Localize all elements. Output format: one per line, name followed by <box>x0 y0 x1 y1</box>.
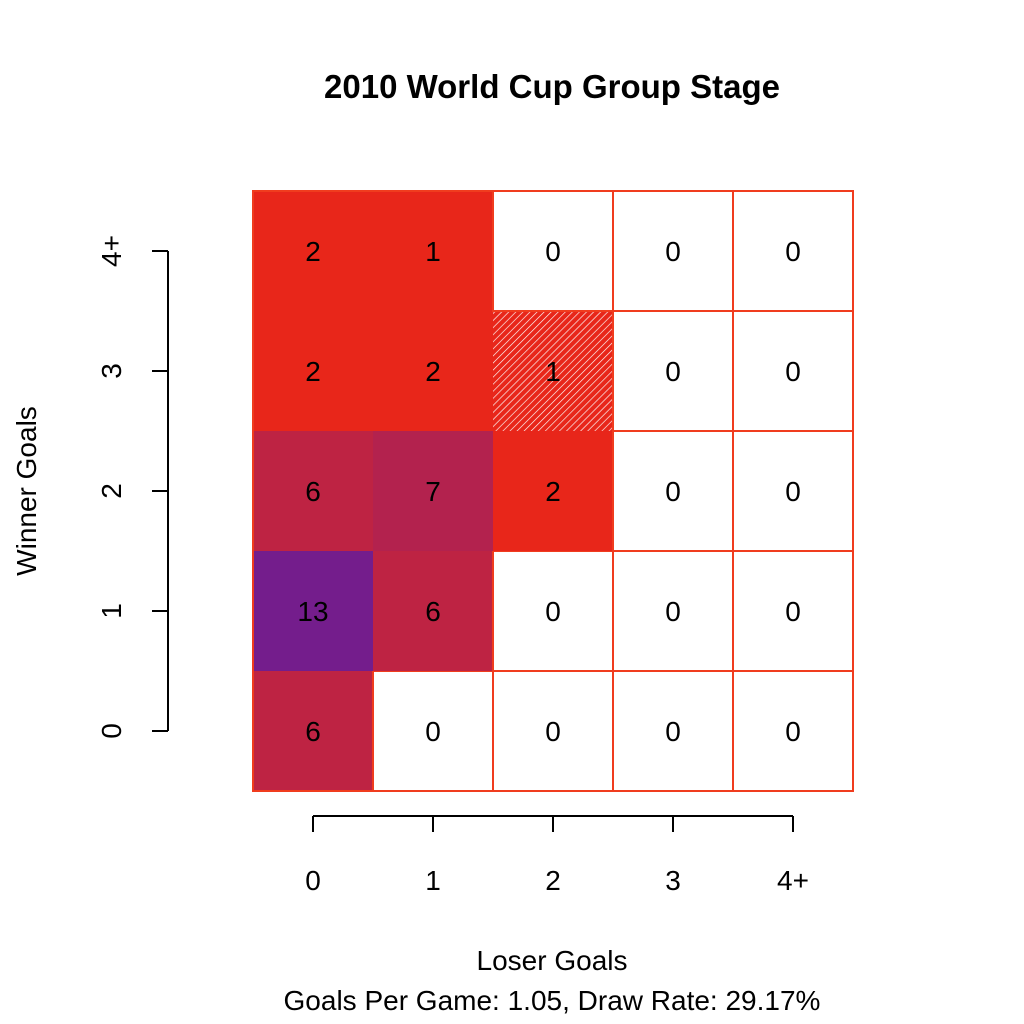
x-tick-label: 1 <box>425 865 441 896</box>
x-tick-label: 4+ <box>777 865 809 896</box>
heatmap-cell-w1-l1 <box>373 551 493 671</box>
heatmap-cell-w2-l2 <box>493 431 613 551</box>
heatmap-cell-w4+-l4+ <box>732 190 854 312</box>
cell-value-label: 0 <box>545 596 561 627</box>
y-tick-label: 4+ <box>96 235 127 267</box>
heatmap-cell-w0-l1 <box>372 670 494 792</box>
heatmap-cell-w0-l0 <box>253 671 373 791</box>
cell-value-label: 2 <box>305 236 321 267</box>
cell-value-label: 2 <box>545 476 561 507</box>
x-tick-label: 0 <box>305 865 321 896</box>
cell-value-label: 6 <box>305 716 321 747</box>
chart-subtitle: Goals Per Game: 1.05, Draw Rate: 29.17% <box>284 985 821 1016</box>
cell-value-label: 0 <box>665 596 681 627</box>
cell-value-label: 0 <box>425 716 441 747</box>
cell-value-label: 0 <box>545 716 561 747</box>
heatmap-cell-w3-l2 <box>493 311 613 431</box>
heatmap-cell-w4+-l0 <box>253 191 373 311</box>
heatmap-cell-w2-l1 <box>373 431 493 551</box>
heatmap-cell-w2-l3 <box>612 430 734 552</box>
y-tick-label: 0 <box>96 723 127 739</box>
cell-value-label: 0 <box>785 476 801 507</box>
heatmap-cell-w3-l1 <box>373 311 493 431</box>
cell-value-label: 0 <box>665 236 681 267</box>
heatmap-cell-w4+-l3 <box>612 190 734 312</box>
cell-value-label: 0 <box>785 356 801 387</box>
heatmap-cell-w3-l4+ <box>732 310 854 432</box>
heatmap-cell-w1-l0 <box>253 551 373 671</box>
cell-value-label: 0 <box>665 356 681 387</box>
cell-value-label: 0 <box>785 236 801 267</box>
cell-value-label: 2 <box>425 356 441 387</box>
y-axis: 0 1 2 3 4+ <box>96 235 169 739</box>
x-tick-label: 3 <box>665 865 681 896</box>
cell-value-label: 1 <box>425 236 441 267</box>
heatmap-cell-w4+-l1 <box>373 191 493 311</box>
heatmap-cells <box>252 190 854 792</box>
chart-title: 2010 World Cup Group Stage <box>324 68 780 105</box>
heatmap-cell-labels: 6 0 0 0 0 13 6 0 0 0 6 7 2 0 0 2 2 1 0 0 2 1 0 0 0 <box>297 236 800 747</box>
cell-value-label: 0 <box>665 716 681 747</box>
heatmap-cell-w0-l3 <box>612 670 734 792</box>
cell-value-label: 2 <box>305 356 321 387</box>
y-tick-label: 2 <box>96 483 127 499</box>
x-tick-label: 2 <box>545 865 561 896</box>
y-tick-label: 3 <box>96 363 127 379</box>
x-axis: 0 1 2 3 4+ <box>305 815 809 896</box>
cell-value-label: 0 <box>545 236 561 267</box>
heatmap-frame <box>252 190 854 792</box>
heatmap-cell-w3-l0 <box>253 311 373 431</box>
cell-value-label: 6 <box>305 476 321 507</box>
cell-value-label: 6 <box>425 596 441 627</box>
cell-value-label: 13 <box>297 596 328 627</box>
y-axis-label: Winner Goals <box>11 406 42 576</box>
heatmap-cell-w1-l2 <box>492 550 614 672</box>
cell-value-label: 0 <box>785 596 801 627</box>
cell-value-label: 7 <box>425 476 441 507</box>
x-axis-label: Loser Goals <box>477 945 628 976</box>
y-tick-label: 1 <box>96 603 127 619</box>
cell-value-label: 0 <box>665 476 681 507</box>
heatmap-cell-w1-l3 <box>612 550 734 672</box>
cell-value-label: 1 <box>545 356 561 387</box>
heatmap-cell-w2-l0 <box>253 431 373 551</box>
cell-value-label: 0 <box>785 716 801 747</box>
heatmap-cell-w3-l3 <box>612 310 734 432</box>
